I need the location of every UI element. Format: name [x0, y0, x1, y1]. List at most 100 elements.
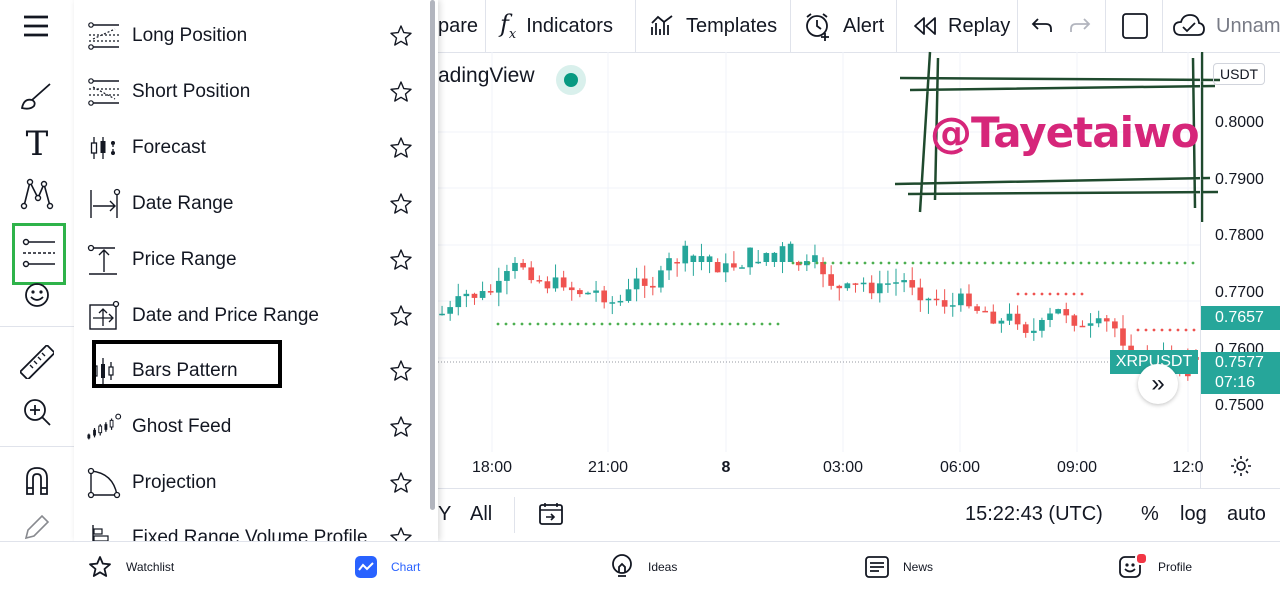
indicators-button[interactable]: fx Indicators	[500, 0, 613, 52]
favorite-star-icon[interactable]	[389, 359, 413, 383]
scroll-to-realtime-button[interactable]: »	[1138, 364, 1178, 404]
utc-clock[interactable]: 15:22:43 (UTC)	[965, 503, 1103, 525]
candle-body	[495, 280, 502, 293]
brush-tool[interactable]	[18, 76, 56, 114]
candle-body	[1030, 330, 1037, 333]
candle-body	[1120, 328, 1126, 346]
menu-item-short-position[interactable]: Short Position	[74, 64, 414, 120]
indicator-dot	[712, 322, 716, 326]
menu-item-projection[interactable]: Projection	[74, 455, 414, 511]
candle-body	[876, 283, 883, 294]
auto-toggle[interactable]: auto	[1227, 503, 1266, 525]
candle-body	[439, 313, 445, 316]
go-to-date-icon[interactable]	[538, 501, 564, 527]
indicator-dot	[1103, 261, 1107, 265]
candle-body	[909, 280, 916, 288]
templates-button[interactable]: Templates	[650, 0, 777, 52]
ruler-icon[interactable]	[18, 343, 56, 381]
range-all-button[interactable]: All	[470, 503, 493, 525]
time-tick: 21:00	[587, 459, 629, 476]
candle-body	[755, 261, 762, 264]
favorite-star-icon[interactable]	[389, 526, 413, 541]
indicator-dot	[504, 322, 508, 326]
menu-item-price-range[interactable]: Price Range	[74, 232, 414, 288]
redo-button[interactable]	[1068, 0, 1092, 52]
indicator-dot	[1040, 292, 1044, 296]
favorite-star-icon[interactable]	[389, 24, 413, 48]
candle-body	[860, 282, 867, 285]
nav-news[interactable]: News	[865, 542, 933, 592]
indicator-dot	[1191, 261, 1195, 265]
market-status-indicator[interactable]	[556, 65, 586, 95]
favorite-star-icon[interactable]	[389, 471, 413, 495]
time-tick: 06:00	[939, 459, 981, 476]
date-price-range-icon	[86, 298, 122, 334]
magnet-icon[interactable]	[18, 462, 56, 500]
menu-item-label: Forecast	[132, 137, 206, 158]
menu-hamburger-icon[interactable]	[22, 14, 50, 38]
alert-button[interactable]: Alert	[803, 0, 884, 52]
favorite-star-icon[interactable]	[389, 304, 413, 328]
chart-pane[interactable]	[438, 52, 1200, 482]
indicator-dot	[967, 261, 971, 265]
menu-item-ghost-feed[interactable]: Ghost Feed	[74, 399, 414, 455]
lock-drawing-icon[interactable]	[18, 508, 56, 546]
price-axis[interactable]: USDT 0.8000 0.7900 0.7800 0.7700 0.7600 …	[1200, 52, 1280, 488]
text-tool-icon[interactable]: T	[25, 124, 49, 164]
indicator-dot	[496, 322, 500, 326]
candle-body	[1006, 313, 1013, 321]
menu-item-date-price-range[interactable]: Date and Price Range	[74, 288, 414, 344]
favorite-star-icon[interactable]	[389, 136, 413, 160]
compare-button[interactable]: pare	[438, 0, 478, 52]
menu-item-long-position[interactable]: Long Position	[74, 8, 414, 64]
menu-item-bars-pattern[interactable]: Bars Pattern	[74, 343, 414, 399]
nav-chart[interactable]: Chart	[355, 542, 420, 592]
indicator-dot	[592, 322, 596, 326]
nav-watchlist[interactable]: Watchlist	[88, 542, 174, 592]
candle-body	[512, 262, 518, 272]
nav-profile[interactable]: Profile	[1118, 542, 1192, 592]
fullscreen-button[interactable]	[1121, 0, 1149, 52]
log-toggle[interactable]: log	[1180, 503, 1207, 525]
candle-body	[706, 256, 713, 262]
cloud-check-icon	[1172, 13, 1206, 39]
range-y-button[interactable]: Y	[438, 503, 452, 525]
toolbar-divider	[635, 0, 636, 52]
indicator-dot	[823, 261, 827, 265]
menu-scrollbar[interactable]	[430, 0, 435, 510]
menu-item-forecast[interactable]: Forecast	[74, 120, 414, 176]
undo-button[interactable]	[1030, 0, 1054, 52]
menu-item-date-range[interactable]: Date Range	[74, 176, 414, 232]
currency-badge[interactable]: USDT	[1213, 63, 1266, 85]
zoom-in-icon[interactable]	[18, 393, 56, 431]
replay-button[interactable]: Replay	[912, 0, 1010, 52]
favorite-star-icon[interactable]	[389, 80, 413, 104]
indicator-dot	[640, 322, 644, 326]
ghost-feed-icon	[86, 409, 122, 445]
menu-item-label: Fixed Range Volume Profile	[132, 527, 368, 541]
indicator-dot	[1047, 261, 1051, 265]
indicator-dot	[512, 322, 516, 326]
star-icon	[89, 556, 111, 577]
nav-ideas[interactable]: Ideas	[610, 542, 677, 592]
lightbulb-icon	[612, 554, 632, 577]
pattern-tool[interactable]	[18, 174, 56, 212]
time-tick: 12:0	[1172, 459, 1204, 476]
favorite-star-icon[interactable]	[389, 192, 413, 216]
favorite-star-icon[interactable]	[389, 248, 413, 272]
indicator-dot	[688, 322, 692, 326]
percent-toggle[interactable]: %	[1141, 503, 1159, 525]
range-bar: Y All 15:22:43 (UTC) % log auto	[438, 488, 1280, 542]
candle-body	[958, 293, 964, 306]
smiley-icon[interactable]	[18, 276, 56, 314]
favorite-star-icon[interactable]	[389, 415, 413, 439]
indicator-dot	[839, 261, 843, 265]
time-tick: 09:00	[1056, 459, 1098, 476]
news-icon	[865, 556, 889, 578]
settings-gear-icon[interactable]	[1229, 454, 1253, 478]
time-tick: 18:00	[471, 459, 513, 476]
indicator-dot	[1055, 261, 1059, 265]
menu-item-fixed-range-volume-profile[interactable]: Fixed Range Volume Profile	[74, 510, 414, 541]
candle-body	[1063, 309, 1070, 316]
layout-name-button[interactable]: Unnam	[1172, 0, 1280, 52]
